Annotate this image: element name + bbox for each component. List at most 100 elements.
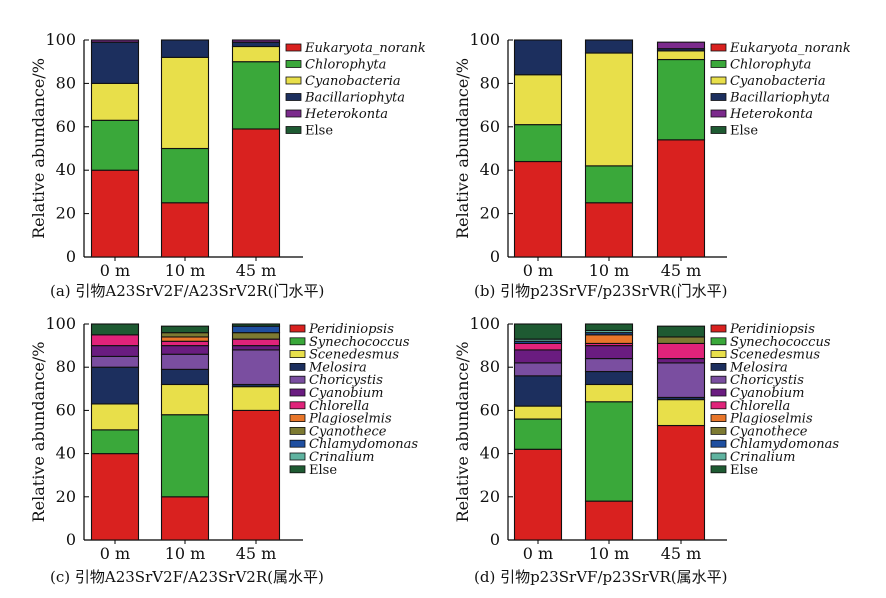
bar-segment [584, 52, 634, 167]
legend-label: Chlorella [309, 399, 369, 414]
legend-swatch [289, 362, 306, 371]
legend-swatch [289, 426, 306, 435]
x-tick-label: 0 m [523, 261, 553, 280]
bar-segment [160, 345, 210, 355]
bar-segment [584, 370, 634, 386]
y-tick-label: 20 [480, 204, 500, 223]
bar-segment [584, 334, 634, 344]
bar-segment [584, 401, 634, 502]
legend-label: Synechococcus [730, 335, 831, 350]
x-tick-label: 10 m [165, 261, 206, 280]
bar-segment [231, 323, 281, 327]
legend: Eukaryota_norank ChlorophytaCyanobacteria… [710, 41, 851, 139]
bar-segment [90, 323, 140, 336]
y-tick-label: 20 [56, 487, 76, 506]
bar-segment [90, 82, 140, 121]
legend-swatch [289, 452, 306, 461]
legend-label: Chlorophyta [730, 58, 811, 73]
bar-segment [160, 353, 210, 370]
bar-segment [231, 332, 281, 340]
y-tick-label: 80 [56, 357, 76, 376]
bar-segment [160, 332, 210, 338]
bar-segment [656, 424, 706, 541]
panel-caption: (c) 引物A23SrV2F/A23SrV2R(属水平) [50, 568, 324, 586]
y-tick-label: 80 [480, 73, 500, 92]
bar-segment [90, 366, 140, 405]
legend-swatch [285, 76, 302, 85]
bar-segment [231, 39, 281, 43]
y-tick-label: 80 [480, 357, 500, 376]
y-tick-label: 20 [480, 487, 500, 506]
legend-swatch [285, 126, 302, 134]
y-axis-label: Relative abundance/% [453, 342, 472, 523]
y-tick-label: 0 [66, 247, 76, 266]
bar-segment [513, 349, 563, 364]
bar-segment [513, 375, 563, 407]
chart-panel-c: 0 20 40 60 80 100 Relative abundance/% 0 m 10 m 4… [29, 314, 418, 586]
bar-segment [160, 496, 210, 541]
y-tick-label: 60 [56, 117, 76, 136]
bar-segment [513, 74, 563, 126]
legend-label: Else [305, 124, 333, 139]
legend-label: Plagioselmis [308, 412, 392, 427]
bar-segment [160, 202, 210, 258]
legend-swatch [710, 388, 727, 397]
bar-segment [90, 39, 140, 43]
bar-segment [90, 355, 140, 368]
bar-segment [513, 362, 563, 377]
bar-segment [90, 345, 140, 357]
y-tick-label: 100 [469, 30, 500, 49]
bar-segment [231, 325, 281, 334]
chart-panel-a: 0 20 40 60 80 100 Relative abundance/% 0 m 10 m 4… [29, 30, 426, 300]
legend-swatch [710, 60, 727, 68]
bar-segment [160, 414, 210, 498]
bar-segment [513, 405, 563, 420]
legend-swatch [289, 414, 306, 423]
y-tick-label: 0 [490, 247, 500, 266]
legend-label: Cyanobium [730, 386, 804, 401]
bar-segment [656, 58, 706, 141]
legend-swatch [710, 324, 727, 333]
legend-swatch [289, 324, 306, 333]
bar-segment [584, 165, 634, 204]
legend-label: Synechococcus [309, 335, 410, 350]
legend-swatch [289, 401, 306, 410]
legend-label: Scenedesmus [309, 348, 399, 363]
legend-swatch [289, 350, 306, 359]
legend-label: Else [309, 463, 337, 478]
y-tick-label: 40 [480, 444, 500, 463]
x-tick-label: 45 m [236, 261, 277, 280]
bar-segment [90, 119, 140, 171]
legend-label: Cyanobium [309, 386, 383, 401]
legend-swatch [710, 375, 727, 384]
legend-swatch [710, 401, 727, 410]
bar-segment [513, 342, 563, 351]
bar-segment [584, 358, 634, 373]
bar-segment [90, 334, 140, 347]
panel-caption: (b) 引物p23SrVF/p23SrVR(门水平) [474, 282, 727, 300]
y-tick-label: 100 [45, 314, 76, 333]
bar-segment [584, 383, 634, 403]
legend: PeridiniopsisSynechococcusScenedesmusMel… [289, 322, 418, 478]
legend-label: Chlamydomonas [309, 437, 418, 452]
legend-label: Scenedesmus [730, 348, 820, 363]
x-tick-label: 0 m [523, 544, 553, 563]
bar-segment [513, 418, 563, 450]
y-tick-label: 100 [469, 314, 500, 333]
bar-segment [656, 358, 706, 364]
legend-label: Melosira [308, 360, 367, 375]
legend-label: Cyanobacteria [305, 74, 401, 89]
bar-segment [90, 403, 140, 431]
x-tick-label: 45 m [661, 261, 702, 280]
legend-swatch [289, 388, 306, 397]
legend-label: Eukaryota_norank [729, 41, 851, 56]
legend-swatch [289, 375, 306, 384]
x-tick-label: 0 m [100, 261, 130, 280]
bar-segment [513, 448, 563, 541]
legend-label: Heterokonta [304, 107, 388, 122]
bar-segment [513, 124, 563, 163]
legend-swatch [710, 414, 727, 423]
bar-segment [160, 39, 210, 58]
bar-segment [584, 345, 634, 360]
